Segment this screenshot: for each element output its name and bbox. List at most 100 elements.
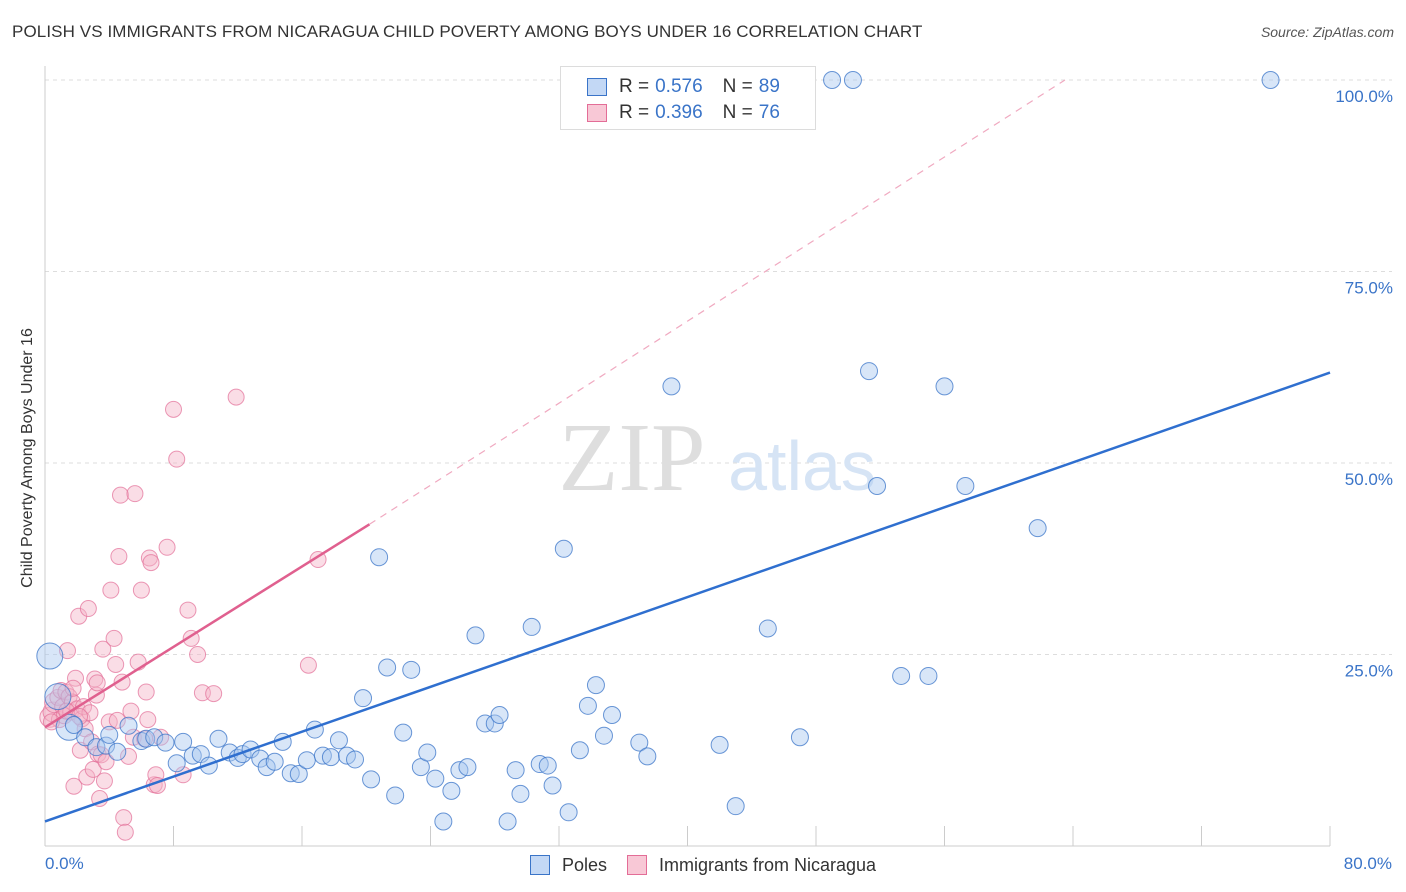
point-poles: [370, 548, 389, 567]
legend-item-nicaragua[interactable]: Immigrants from Nicaragua: [626, 854, 877, 876]
point-poles: [476, 714, 495, 733]
point-poles: [97, 736, 116, 755]
point-nicaragua: [227, 388, 245, 406]
point-poles: [1261, 71, 1280, 89]
point-nicaragua: [189, 646, 207, 663]
point-poles: [559, 803, 578, 822]
point-poles: [638, 747, 657, 766]
point-poles: [64, 715, 83, 734]
point-nicaragua: [205, 685, 223, 703]
point-nicaragua: [94, 640, 112, 658]
point-nicaragua: [122, 702, 140, 720]
chart-title: POLISH VS IMMIGRANTS FROM NICARAGUA CHIL…: [12, 22, 923, 41]
point-nicaragua: [139, 711, 157, 729]
point-poles: [87, 738, 106, 757]
point-poles: [167, 754, 186, 773]
legend-r-label: R =: [619, 76, 650, 97]
legend-n-label: N =: [722, 76, 753, 97]
point-nicaragua: [79, 600, 97, 618]
legend-row-nicaragua: R = 0.396 N = 76: [587, 101, 780, 125]
point-poles: [321, 748, 340, 767]
point-nicaragua: [75, 698, 93, 716]
point-nicaragua: [179, 601, 197, 619]
legend-label-poles: Poles: [561, 854, 607, 875]
trend-line-nicaragua: [44, 523, 371, 729]
point-poles: [490, 706, 509, 725]
legend-r-value: 0.576: [655, 76, 703, 97]
y-tick-label: 50.0%: [1345, 470, 1393, 489]
point-poles: [108, 742, 127, 761]
point-poles: [843, 71, 862, 89]
legend-n-label: N =: [722, 102, 753, 123]
legend-swatch-nicaragua: [587, 104, 607, 122]
point-poles: [603, 706, 622, 725]
point-poles: [860, 362, 879, 381]
point-nicaragua: [88, 674, 106, 692]
point-nicaragua: [126, 485, 144, 503]
x-tick-label-min: 0.0%: [45, 854, 84, 873]
point-poles: [426, 769, 445, 788]
point-poles: [662, 377, 681, 396]
point-poles: [892, 666, 911, 685]
point-poles: [726, 797, 745, 816]
point-nicaragua: [81, 704, 99, 722]
legend-label-nicaragua: Immigrants from Nicaragua: [658, 854, 877, 875]
point-nicaragua: [64, 679, 82, 697]
series-poles: [36, 71, 1280, 831]
watermark-atlas: atlas: [728, 427, 876, 505]
y-tick-label: 75.0%: [1345, 279, 1393, 298]
point-poles: [44, 683, 72, 711]
point-nicaragua: [111, 486, 129, 504]
watermark: ZIP atlas: [559, 404, 876, 512]
point-poles: [758, 619, 777, 638]
point-poles: [346, 750, 365, 769]
point-nicaragua: [137, 683, 155, 701]
point-poles: [402, 660, 421, 679]
point-poles: [1028, 519, 1047, 538]
point-nicaragua: [95, 772, 113, 790]
point-nicaragua: [309, 551, 327, 569]
point-poles: [265, 752, 284, 771]
point-poles: [466, 626, 485, 645]
point-poles: [386, 786, 405, 805]
point-poles: [522, 617, 541, 636]
point-nicaragua: [116, 823, 134, 841]
point-nicaragua: [165, 400, 182, 418]
point-poles: [485, 714, 504, 733]
stats-legend: R = 0.576 N = 89 R = 0.396 N = 76: [560, 66, 816, 130]
point-poles: [506, 761, 525, 780]
point-poles: [823, 71, 842, 89]
point-nicaragua: [120, 747, 138, 765]
point-poles: [538, 756, 557, 775]
point-nicaragua: [67, 669, 85, 687]
point-nicaragua: [60, 688, 78, 706]
gridlines: [45, 79, 1392, 655]
point-poles: [297, 751, 316, 770]
point-poles: [36, 642, 64, 670]
point-nicaragua: [107, 655, 125, 673]
point-poles: [578, 696, 597, 715]
legend-swatch-nicaragua: [626, 855, 647, 875]
watermark-zip: ZIP: [559, 404, 706, 512]
point-poles: [289, 764, 308, 783]
source-label: Source: ZipAtlas.com: [1260, 24, 1394, 40]
point-nicaragua: [299, 656, 317, 674]
axes: [44, 66, 1331, 847]
point-nicaragua: [115, 809, 133, 827]
point-poles: [554, 539, 573, 558]
point-poles: [100, 725, 119, 744]
series-nicaragua: [39, 388, 327, 841]
point-poles: [790, 728, 809, 747]
point-nicaragua: [132, 581, 150, 599]
point-poles: [868, 476, 887, 495]
legend-item-poles[interactable]: Poles: [529, 854, 607, 876]
legend-r-value: 0.396: [655, 102, 703, 123]
point-nicaragua: [108, 711, 126, 729]
point-poles: [458, 758, 477, 777]
point-poles: [145, 728, 164, 747]
y-tick-label: 100.0%: [1335, 87, 1393, 106]
point-nicaragua: [142, 554, 160, 572]
trend-lines: [44, 79, 1331, 823]
point-nicaragua: [168, 450, 186, 468]
legend-r-label: R =: [619, 102, 650, 123]
